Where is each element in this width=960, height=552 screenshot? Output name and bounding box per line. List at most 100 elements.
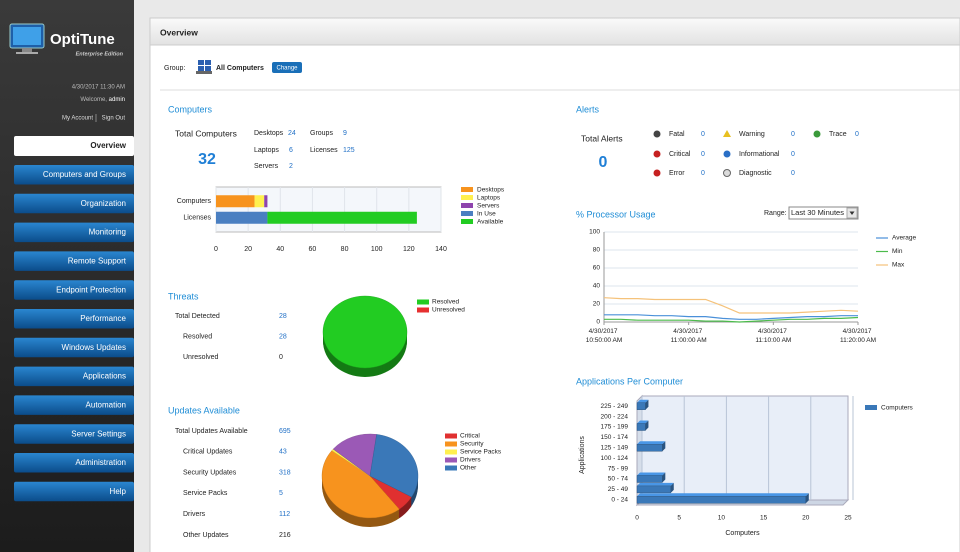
nav-button[interactable] xyxy=(14,481,134,502)
alert-value: 0 xyxy=(701,151,705,158)
y-tick-label: 150 - 174 xyxy=(601,434,629,441)
nav-button[interactable] xyxy=(14,222,134,243)
legend-swatch xyxy=(445,433,457,439)
bar-top xyxy=(637,493,809,497)
x-tick-label: 0 xyxy=(214,246,218,253)
nav-label[interactable]: Administration xyxy=(75,458,126,467)
total-label: Total Alerts xyxy=(581,133,623,143)
bar-side xyxy=(805,493,809,504)
legend-swatch xyxy=(445,457,457,463)
alert-label: Fatal xyxy=(669,131,685,138)
content: Computers Total Computers 32 Desktops 24 Lapt… xyxy=(168,104,916,538)
nav-button[interactable] xyxy=(14,251,134,271)
nav-label[interactable]: Endpoint Protection xyxy=(56,285,126,294)
row-value: 43 xyxy=(279,449,287,456)
nav-label[interactable]: Automation xyxy=(86,401,126,410)
stat-label: Licenses xyxy=(310,147,338,154)
welcome: Welcome, admin xyxy=(80,97,125,103)
nav-label[interactable]: Windows Updates xyxy=(62,343,126,352)
nav-label[interactable]: Organization xyxy=(81,199,126,208)
section-title: Updates Available xyxy=(168,405,240,415)
sign-out-link[interactable]: Sign Out xyxy=(102,116,126,122)
x-tick-label: 4/30/2017 11:10:00 AM xyxy=(755,328,791,344)
y-tick-label: Licenses xyxy=(183,215,211,222)
row-value: 695 xyxy=(279,428,291,435)
range-value[interactable]: Last 30 Minutes xyxy=(791,208,844,217)
legend-label: Other xyxy=(460,465,477,472)
x-tick-label: 20 xyxy=(802,515,810,522)
section-title: Computers xyxy=(168,104,213,114)
alert-value: 0 xyxy=(701,131,705,138)
y-tick-label: 225 - 249 xyxy=(601,403,629,410)
legend-label: Service Packs xyxy=(460,449,502,456)
user: admin xyxy=(109,97,125,103)
alert-icon xyxy=(653,169,661,177)
nav-button[interactable] xyxy=(14,337,134,358)
alert-label: Informational xyxy=(739,151,780,158)
legend-label: Average xyxy=(892,235,916,242)
pie-slice xyxy=(322,295,408,369)
alert-value: 0 xyxy=(855,131,859,138)
nav-label[interactable]: Performance xyxy=(80,314,126,323)
bar xyxy=(216,195,255,208)
row-value: 216 xyxy=(279,532,291,539)
y-tick-label: 50 - 74 xyxy=(608,476,629,483)
legend-label: Resolved xyxy=(432,299,459,306)
nav-button[interactable] xyxy=(14,193,134,214)
nav-label[interactable]: Monitoring xyxy=(89,228,126,237)
legend-label: Critical xyxy=(460,433,480,440)
account-link[interactable]: My Account xyxy=(62,116,93,122)
legend-swatch xyxy=(461,195,473,200)
total-value: 0 xyxy=(599,154,608,171)
row-label: Security Updates xyxy=(183,469,237,476)
bar xyxy=(636,423,646,431)
y-tick-label: 100 xyxy=(589,229,600,236)
bar xyxy=(267,211,417,224)
y-tick-label: 125 - 149 xyxy=(601,445,629,452)
range-select[interactable] xyxy=(788,206,859,220)
nav-label[interactable]: Help xyxy=(110,487,127,496)
nav-label[interactable]: Remote Support xyxy=(68,257,127,266)
stat-value: 125 xyxy=(343,147,355,154)
nav-button[interactable] xyxy=(14,309,134,329)
nav-button[interactable] xyxy=(14,165,134,185)
y-tick-label: 20 xyxy=(593,301,601,308)
bar-side xyxy=(662,472,666,483)
stat-label: Desktops xyxy=(254,130,284,137)
legend-swatch xyxy=(461,211,473,216)
legend-swatch xyxy=(445,465,457,471)
row-label: Critical Updates xyxy=(183,449,233,456)
nav-label[interactable]: Server Settings xyxy=(71,429,126,438)
nav-button[interactable] xyxy=(14,366,134,387)
pie-slice xyxy=(332,433,377,477)
nav-button[interactable] xyxy=(14,136,134,156)
total-label: Total Computers xyxy=(175,128,237,138)
row-value: 28 xyxy=(279,313,287,320)
nav-label[interactable]: Applications xyxy=(83,372,126,381)
section-title: Alerts xyxy=(576,104,600,114)
change-button[interactable] xyxy=(272,62,302,73)
row-label: Resolved xyxy=(183,334,212,341)
nav-label[interactable]: Overview xyxy=(90,141,126,150)
nav-button[interactable] xyxy=(14,424,134,444)
bar-top xyxy=(637,420,649,424)
nav-label[interactable]: Computers and Groups xyxy=(43,170,126,179)
alert-label: Trace xyxy=(829,131,847,138)
row-label: Other Updates xyxy=(183,532,229,539)
nav-button[interactable] xyxy=(14,280,134,300)
change-label[interactable]: Change xyxy=(276,66,298,72)
x-tick-label: 4/30/2017 11:20:00 AM xyxy=(840,328,876,344)
x-tick-label: 140 xyxy=(435,246,447,253)
x-tick-label: 4/30/2017 10:50:00 AM xyxy=(586,328,623,344)
nav-button[interactable] xyxy=(14,453,134,473)
alert-icon xyxy=(653,150,661,158)
stat-label: Laptops xyxy=(254,147,279,154)
x-tick-label: 120 xyxy=(403,246,415,253)
row-label: Unresolved xyxy=(183,354,219,361)
section-title: Threats xyxy=(168,291,199,301)
legend-swatch xyxy=(865,405,877,410)
y-tick-label: 0 - 24 xyxy=(611,497,628,504)
nav-button[interactable] xyxy=(14,395,134,415)
bar-top xyxy=(637,472,666,476)
row-label: Service Packs xyxy=(183,490,228,497)
